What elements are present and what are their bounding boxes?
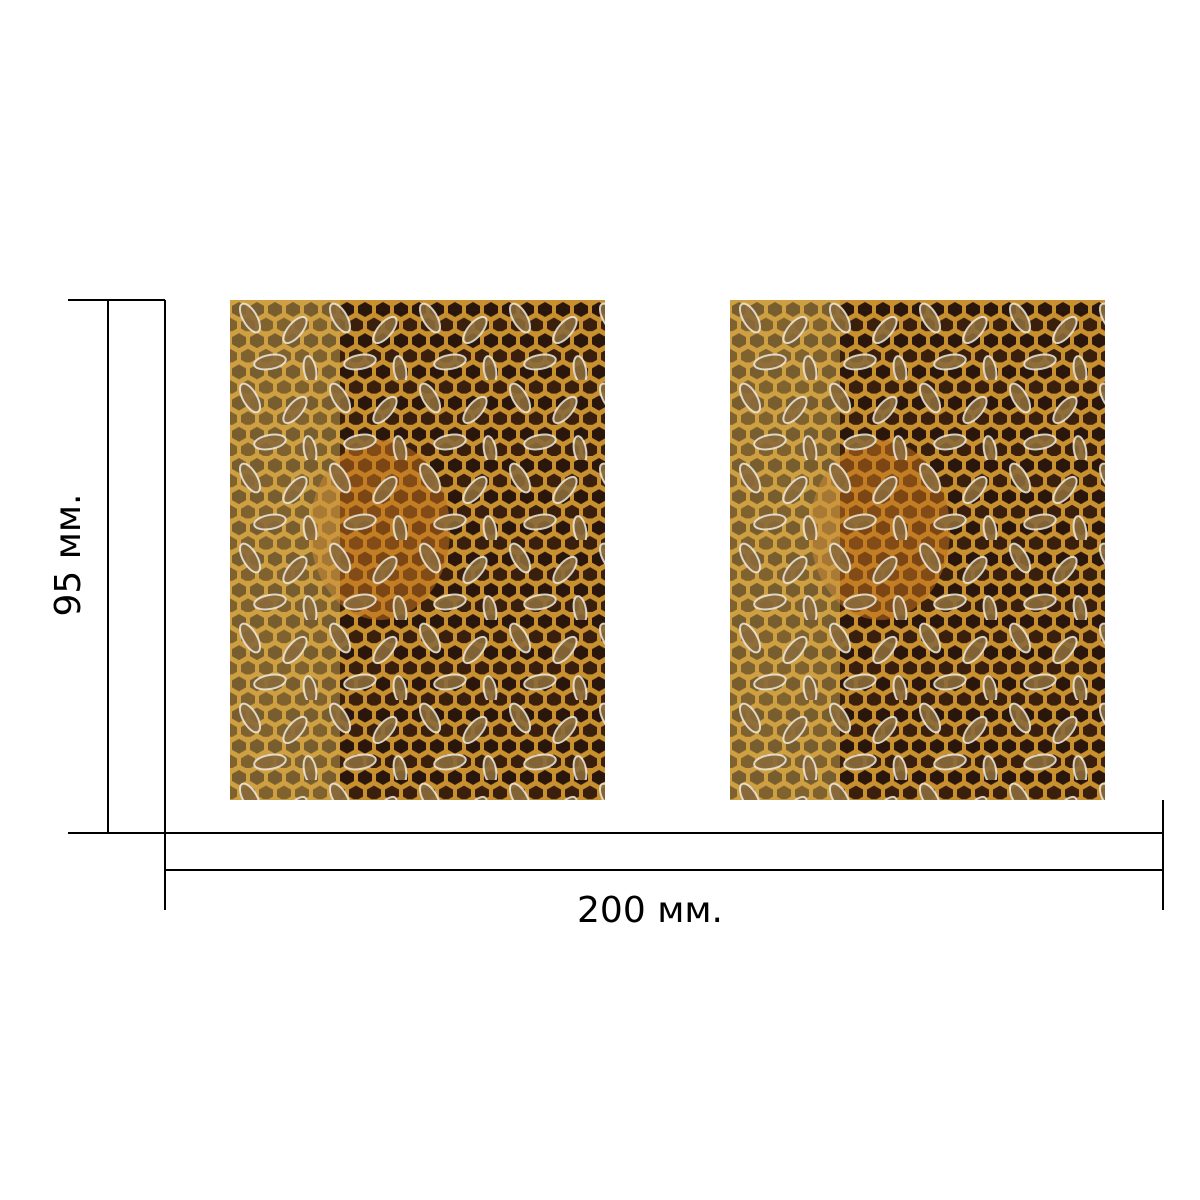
product-photo [230,300,605,800]
product-photo [730,300,1105,800]
height-dimension [68,299,166,834]
width-label: 200 мм. [577,890,723,931]
height-label: 95 мм. [48,493,89,616]
width-dimension [164,800,1164,910]
